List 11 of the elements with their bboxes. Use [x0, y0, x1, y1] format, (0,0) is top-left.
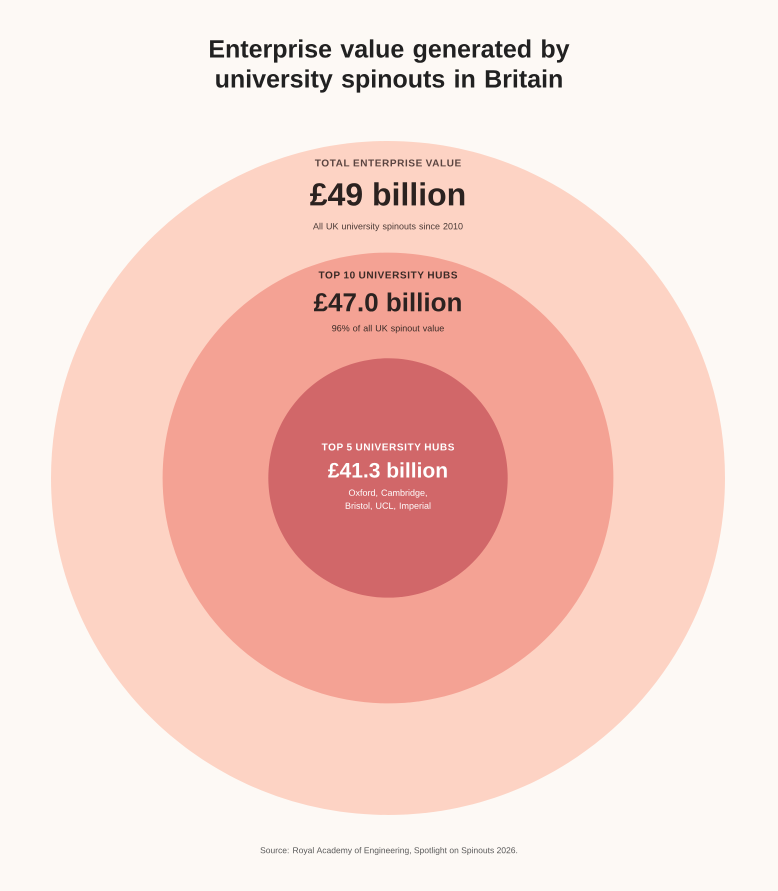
text: Enterprise value generated by university spinouts in Britain — [210, 39, 570, 93]
data-label: £41.3 billion — [328, 462, 447, 478]
text: 96% of all UK spinout value — [332, 324, 444, 334]
category-label: TOTAL ENTERPRISE VALUE — [314, 159, 461, 167]
source-note: Source: Royal Academy of Engineering, Spotlight on Spinouts 2026. — [260, 847, 518, 855]
text: All UK university spinouts since 2010 — [312, 222, 463, 232]
data-label: £49 billion — [310, 182, 464, 206]
data-label: £47.0 billion — [314, 292, 461, 312]
category-label: TOP 5 UNIVERSITY HUBS — [322, 443, 454, 451]
text: Oxford, Cambridge, Bristol, UCL, Imperial — [346, 489, 430, 511]
category-label: TOP 10 UNIVERSITY HUBS — [318, 271, 458, 279]
